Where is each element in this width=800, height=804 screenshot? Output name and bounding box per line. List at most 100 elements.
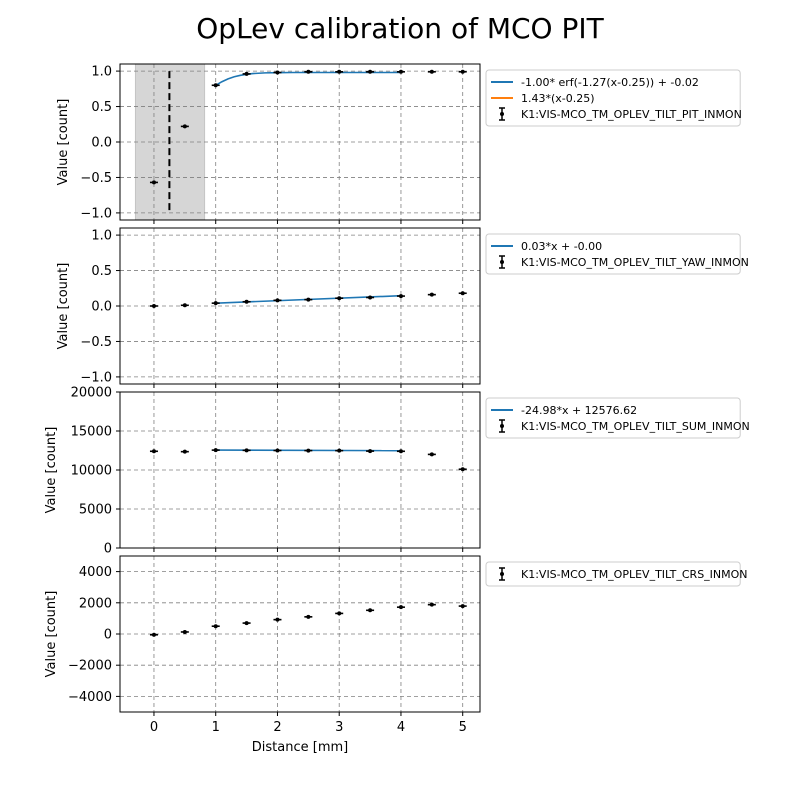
data-point — [213, 624, 218, 629]
y-tick-label: 2000 — [79, 596, 112, 611]
x-axis-label: Distance [mm] — [252, 740, 348, 755]
panel-3: 0 5000 10000 15000 20000 Value [count] -24.98*… — [44, 386, 750, 557]
data-point — [398, 69, 403, 74]
legend-label: K1:VIS-MCO_TM_OPLEV_TILT_SUM_INMON — [521, 420, 750, 433]
y-tick-label: −4000 — [68, 690, 112, 705]
legend-label: 1.43*(x-0.25) — [521, 92, 595, 105]
data-point — [213, 83, 218, 88]
legend-marker — [500, 424, 504, 428]
data-point — [306, 448, 311, 453]
data-point — [398, 449, 403, 454]
data-point — [460, 604, 465, 609]
legend-box — [485, 233, 741, 275]
axes-frame — [119, 227, 481, 385]
data-point — [306, 297, 311, 302]
data-point — [151, 632, 156, 637]
legend: K1:VIS-MCO_TM_OPLEV_TILT_CRS_INMON — [485, 561, 748, 587]
data-point — [429, 602, 434, 607]
data-point — [275, 617, 280, 622]
data-point — [337, 296, 342, 301]
data-point — [429, 292, 434, 297]
legend-label: K1:VIS-MCO_TM_OPLEV_TILT_PIT_INMON — [521, 108, 742, 121]
plot-area — [149, 69, 467, 185]
data-point — [460, 291, 465, 296]
x-tick-label: 0 — [150, 720, 158, 735]
data-point — [275, 448, 280, 453]
legend: -1.00* erf(-1.27(x-0.25)) + -0.02 1.43*(x… — [485, 69, 742, 127]
data-point — [398, 605, 403, 610]
data-point — [306, 69, 311, 74]
y-tick-label: 0.5 — [91, 100, 112, 115]
y-axis-label: Value [count] — [56, 99, 71, 186]
y-axis-label: Value [count] — [44, 591, 59, 678]
data-point — [244, 71, 249, 76]
legend-marker — [500, 112, 504, 116]
legend: -24.98*x + 12576.62 K1:VIS-MCO_TM_OPLEV_T… — [485, 397, 750, 439]
data-point — [429, 452, 434, 457]
y-tick-label: 0.0 — [91, 136, 112, 151]
y-tick-label: 0 — [104, 628, 112, 643]
data-point — [275, 70, 280, 75]
data-point — [398, 294, 403, 299]
legend-label: K1:VIS-MCO_TM_OPLEV_TILT_YAW_INMON — [521, 256, 749, 269]
y-tick-label: 0 — [104, 542, 112, 557]
data-point — [182, 303, 187, 308]
y-tick-label: −2000 — [68, 659, 112, 674]
axes-frame — [119, 391, 481, 549]
y-tick-label: 5000 — [79, 503, 112, 518]
data-point — [429, 69, 434, 74]
data-point — [460, 69, 465, 74]
legend-label: 0.03*x + -0.00 — [521, 240, 602, 253]
data-point — [244, 621, 249, 626]
y-tick-label: 10000 — [71, 464, 112, 479]
y-tick-label: 1.0 — [91, 65, 112, 80]
x-tick-label: 1 — [212, 720, 220, 735]
data-point — [182, 629, 187, 634]
data-point — [306, 614, 311, 619]
data-point — [460, 467, 465, 472]
data-point — [368, 69, 373, 74]
panel-1: 1.0 0.5 0.0 −0.5 −1.0 Value [count] -1.00* erf… — [56, 63, 742, 224]
data-point — [244, 448, 249, 453]
legend-label: -24.98*x + 12576.62 — [521, 404, 637, 417]
y-tick-label: 15000 — [71, 425, 112, 440]
data-point — [337, 611, 342, 616]
legend-box — [485, 561, 741, 587]
y-tick-label: −0.5 — [80, 171, 112, 186]
x-tick-label: 5 — [459, 720, 467, 735]
x-tick-label: 3 — [335, 720, 343, 735]
data-point — [275, 298, 280, 303]
data-point — [368, 295, 373, 300]
y-tick-label: 0.5 — [91, 264, 112, 279]
axes-frame — [119, 555, 481, 713]
data-point — [182, 449, 187, 454]
legend-marker — [500, 572, 504, 576]
y-tick-label: 0.0 — [91, 300, 112, 315]
data-point — [337, 448, 342, 453]
data-point — [182, 124, 187, 129]
plot-area — [149, 448, 467, 472]
panel-2: 1.0 0.5 0.0 −0.5 −1.0 Value [count] 0.03*x + -… — [56, 227, 749, 388]
y-tick-label: 4000 — [79, 565, 112, 580]
figure-title: OpLev calibration of MCO PIT — [196, 12, 604, 45]
data-point — [368, 608, 373, 613]
data-point — [151, 180, 156, 185]
data-point — [213, 301, 218, 306]
plot-area — [149, 291, 467, 308]
legend-box — [485, 69, 741, 127]
panel-4: 4000 2000 0 −2000 −4000 0 1 2 3 4 5 Value [count] K1… — [44, 555, 748, 735]
legend-label: K1:VIS-MCO_TM_OPLEV_TILT_CRS_INMON — [521, 568, 748, 581]
y-tick-label: −1.0 — [80, 206, 112, 221]
y-tick-label: 1.0 — [91, 229, 112, 244]
legend-box — [485, 397, 741, 439]
legend: 0.03*x + -0.00 K1:VIS-MCO_TM_OPLEV_TILT_Y… — [485, 233, 749, 275]
legend-marker — [500, 260, 504, 264]
data-point — [213, 448, 218, 453]
y-axis-label: Value [count] — [44, 427, 59, 514]
y-tick-label: 20000 — [71, 386, 112, 401]
data-point — [368, 449, 373, 454]
y-tick-label: −1.0 — [80, 370, 112, 385]
data-point — [244, 299, 249, 304]
data-point — [151, 449, 156, 454]
